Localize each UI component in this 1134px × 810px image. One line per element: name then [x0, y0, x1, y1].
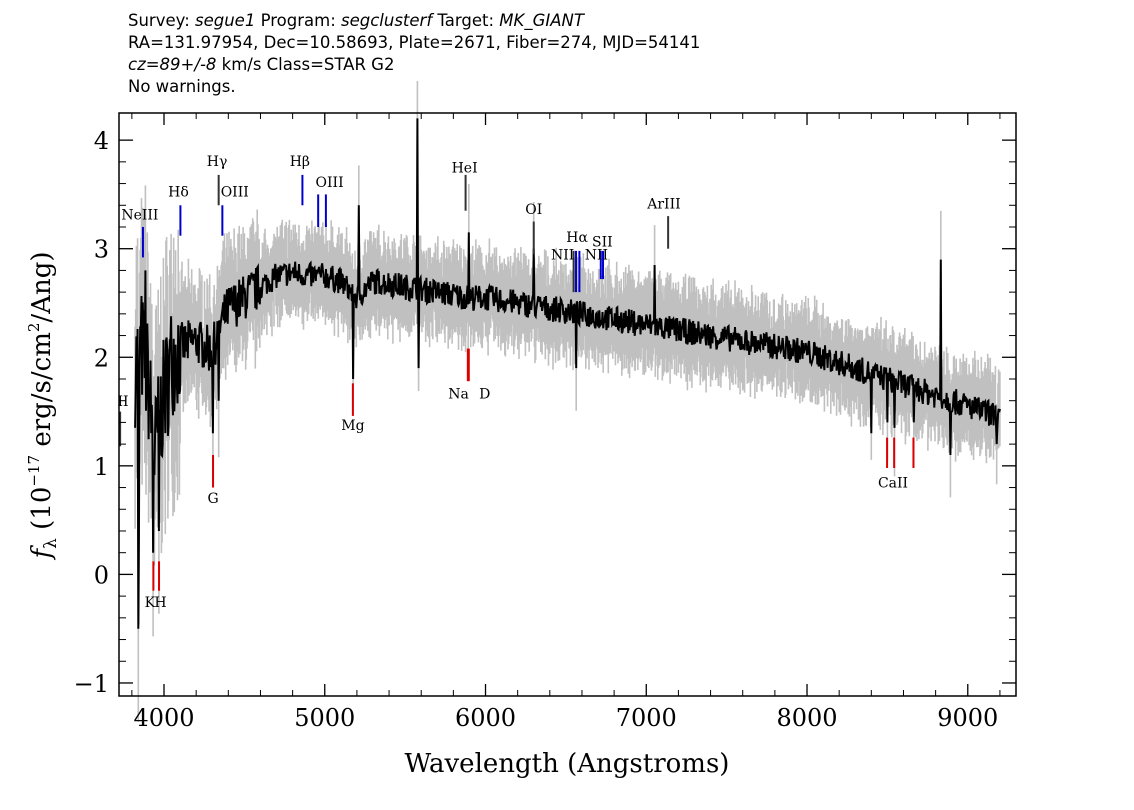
y-axis-ticks: −1 0 1 2 3 4 [74, 127, 1016, 698]
x-axis-ticks: 4000 5000 6000 7000 8000 9000 [131, 113, 1001, 732]
y-tick-label: 2 [94, 344, 109, 372]
x-tick-label: 8000 [776, 704, 837, 732]
line-label-ii: II [117, 394, 128, 410]
x-tick-label: 5000 [294, 704, 355, 732]
x-tick-label: 4000 [133, 704, 194, 732]
y-tick-label: 0 [94, 561, 109, 589]
y-tick-label: 3 [94, 236, 109, 264]
y-axis-label: fλ (10−17 erg/s/cm2/Ang) [25, 252, 61, 561]
line-label-k: K [145, 595, 156, 611]
line-label-mg: Mg [341, 418, 364, 434]
target-value: MK_GIANT [499, 11, 584, 30]
line-label-oiii: OIII [221, 185, 249, 201]
header-line-redshift: cz=89+/-8 km/s Class=STAR G2 [128, 55, 395, 74]
x-tick-label: 7000 [616, 704, 677, 732]
line-label-hδ: Hδ [168, 185, 189, 201]
line-label-hγ: Hγ [207, 154, 228, 170]
line-label-h: H [154, 595, 166, 611]
line-label-hei: HeI [452, 161, 478, 177]
x-axis-label: Wavelength (Angstroms) [405, 749, 730, 779]
line-label-d: D [479, 387, 490, 403]
line-label-caii: CaII [878, 476, 908, 492]
line-label-oiii: OIII [316, 175, 344, 191]
header-line-coordinates: RA=131.97954, Dec=10.58693, Plate=2671, … [128, 33, 701, 52]
line-label-hβ: Hβ [290, 154, 310, 170]
program-value: segclusterf [341, 11, 433, 30]
y-tick-label: 4 [94, 127, 109, 155]
cz-value: cz=89+/-8 [128, 55, 217, 74]
line-label-g: G [207, 491, 218, 507]
line-label-ariii: ArIII [646, 197, 680, 213]
line-label-na: Na [448, 387, 469, 403]
header-line-survey: Survey: segue1 Program: segclusterf Targ… [128, 11, 584, 30]
line-label-oi: OI [525, 202, 542, 218]
header-line-warnings: No warnings. [128, 77, 236, 96]
line-label-nii: NII [585, 248, 608, 264]
flux-line [134, 118, 1001, 629]
x-tick-label: 9000 [937, 704, 998, 732]
line-label-nii: NII [551, 248, 574, 264]
survey-value: segue1 [195, 11, 256, 30]
line-label-neiii: NeIII [121, 207, 158, 223]
x-tick-label: 6000 [455, 704, 516, 732]
y-tick-label: −1 [74, 670, 109, 698]
line-label-hα: Hα [566, 230, 588, 246]
y-tick-label: 1 [94, 453, 109, 481]
plot-frame [118, 112, 1017, 697]
flux-series [134, 118, 1001, 629]
line-label-sii: SII [592, 235, 613, 251]
spectrum-header: Survey: segue1 Program: segclusterf Targ… [128, 10, 700, 98]
